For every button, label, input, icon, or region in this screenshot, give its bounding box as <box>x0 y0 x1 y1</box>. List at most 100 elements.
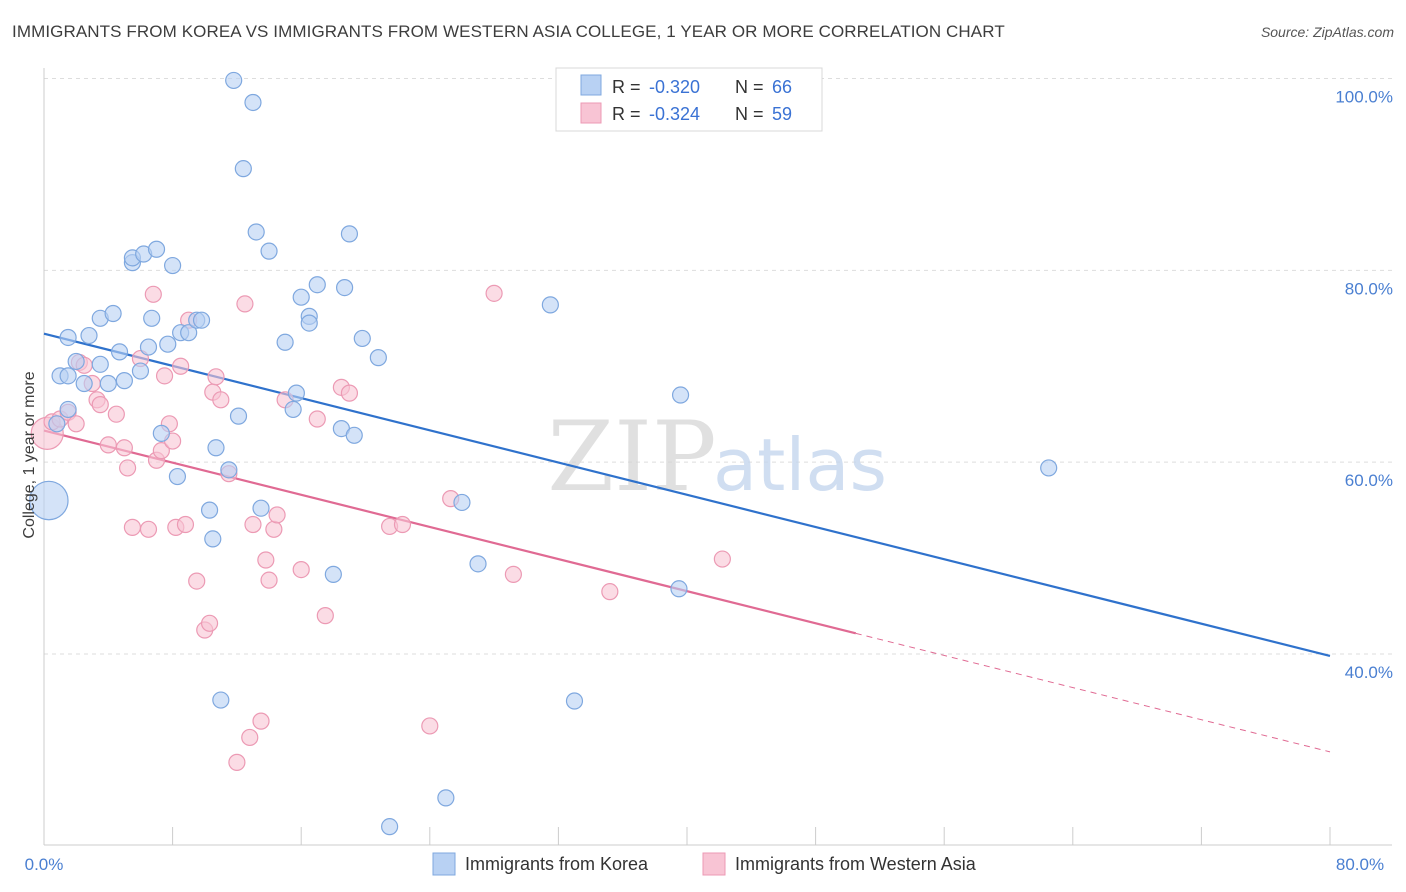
source-label: Source: ZipAtlas.com <box>1260 24 1394 40</box>
point-korea <box>225 71 243 90</box>
grid-lines <box>44 78 1392 655</box>
x-tick-label-max: 80.0% <box>1336 855 1384 874</box>
point-korea <box>541 296 559 314</box>
point-korea <box>139 338 158 356</box>
point-korea <box>671 386 690 404</box>
point-korea <box>220 461 238 479</box>
point-korea <box>340 225 359 243</box>
point-wasia <box>67 415 85 433</box>
point-wasia <box>485 284 503 302</box>
point-wasia <box>252 712 270 730</box>
point-wasia <box>257 551 275 569</box>
point-wasia <box>292 560 310 579</box>
point-wasia <box>207 368 225 386</box>
point-wasia <box>268 506 286 524</box>
legend-r-label-wasia: R = <box>612 104 641 124</box>
data-points <box>29 71 1058 836</box>
point-wasia <box>139 520 158 538</box>
point-wasia <box>172 357 190 375</box>
point-korea <box>244 93 262 112</box>
point-korea <box>300 314 318 332</box>
point-korea <box>453 493 471 512</box>
point-korea <box>247 223 265 241</box>
legend-r-value-korea: -0.320 <box>649 77 700 97</box>
point-korea <box>324 565 342 583</box>
point-wasia <box>316 607 334 625</box>
point-korea <box>110 343 129 361</box>
point-wasia <box>107 405 125 423</box>
point-korea <box>284 400 302 419</box>
point-wasia <box>176 515 195 534</box>
point-wasia <box>393 515 412 534</box>
point-korea <box>180 324 198 342</box>
point-korea <box>80 326 98 345</box>
point-wasia <box>228 753 246 771</box>
legend-r-label-korea: R = <box>612 77 641 97</box>
point-korea <box>437 789 455 807</box>
point-wasia <box>188 572 206 590</box>
point-korea <box>75 374 93 393</box>
point-korea <box>252 499 270 517</box>
trend-lines <box>43 332 1331 753</box>
point-korea <box>308 276 326 294</box>
point-korea <box>292 288 310 306</box>
legend-n-label-korea: N = <box>735 77 764 97</box>
point-wasia <box>260 571 278 589</box>
bottom-legend-swatch-wasia <box>702 852 726 876</box>
trend-line-wasia <box>43 429 857 635</box>
point-korea <box>59 328 77 347</box>
point-korea <box>143 309 161 327</box>
point-korea <box>115 372 133 390</box>
y-tick-label: 80.0% <box>1345 279 1393 298</box>
point-wasia <box>421 717 439 735</box>
point-korea <box>204 530 222 548</box>
point-korea <box>99 374 117 393</box>
bottom-legend-label-korea: Immigrants from Korea <box>465 854 649 874</box>
point-korea <box>336 278 354 297</box>
point-korea <box>469 555 487 573</box>
legend-n-value-korea: 66 <box>772 77 792 97</box>
point-korea <box>345 426 363 444</box>
point-korea <box>381 818 399 836</box>
y-tick-label: 60.0% <box>1345 471 1393 490</box>
point-wasia <box>713 550 731 568</box>
point-korea <box>276 333 294 351</box>
top-legend: R = -0.320 N = 66 R = -0.324 N = 59 <box>555 67 823 132</box>
point-korea <box>565 692 584 710</box>
point-korea <box>200 501 219 519</box>
legend-swatch-korea <box>580 74 602 96</box>
bottom-legend-label-wasia: Immigrants from Western Asia <box>735 854 977 874</box>
legend-n-value-wasia: 59 <box>772 104 792 124</box>
point-korea <box>212 691 230 709</box>
legend-swatch-wasia <box>580 102 602 124</box>
point-korea <box>234 160 252 178</box>
point-wasia <box>200 614 219 632</box>
point-korea <box>67 352 85 371</box>
point-wasia <box>244 515 262 534</box>
point-wasia <box>236 295 254 313</box>
point-wasia <box>212 391 230 409</box>
point-korea <box>59 367 77 385</box>
bottom-legend-swatch-korea <box>432 852 456 876</box>
chart-title: IMMIGRANTS FROM KOREA VS IMMIGRANTS FROM… <box>12 22 1005 41</box>
point-wasia <box>241 728 259 747</box>
point-korea <box>159 335 177 353</box>
point-korea <box>353 329 371 348</box>
trend-line-wasia-extension <box>855 632 1331 753</box>
point-wasia <box>265 520 283 538</box>
point-korea <box>260 242 278 260</box>
point-wasia <box>601 583 619 601</box>
point-korea <box>229 407 248 425</box>
y-tick-label: 100.0% <box>1335 88 1393 107</box>
point-wasia <box>99 436 117 454</box>
point-wasia <box>123 518 142 536</box>
point-korea <box>147 240 166 258</box>
point-korea <box>91 355 109 373</box>
y-tick-labels: 40.0% 60.0% 80.0% 100.0% <box>1335 88 1393 683</box>
point-wasia <box>118 459 137 477</box>
point-wasia <box>308 410 326 428</box>
watermark-atlas: atlas <box>713 423 887 507</box>
point-wasia <box>144 285 162 303</box>
point-korea <box>29 480 69 521</box>
